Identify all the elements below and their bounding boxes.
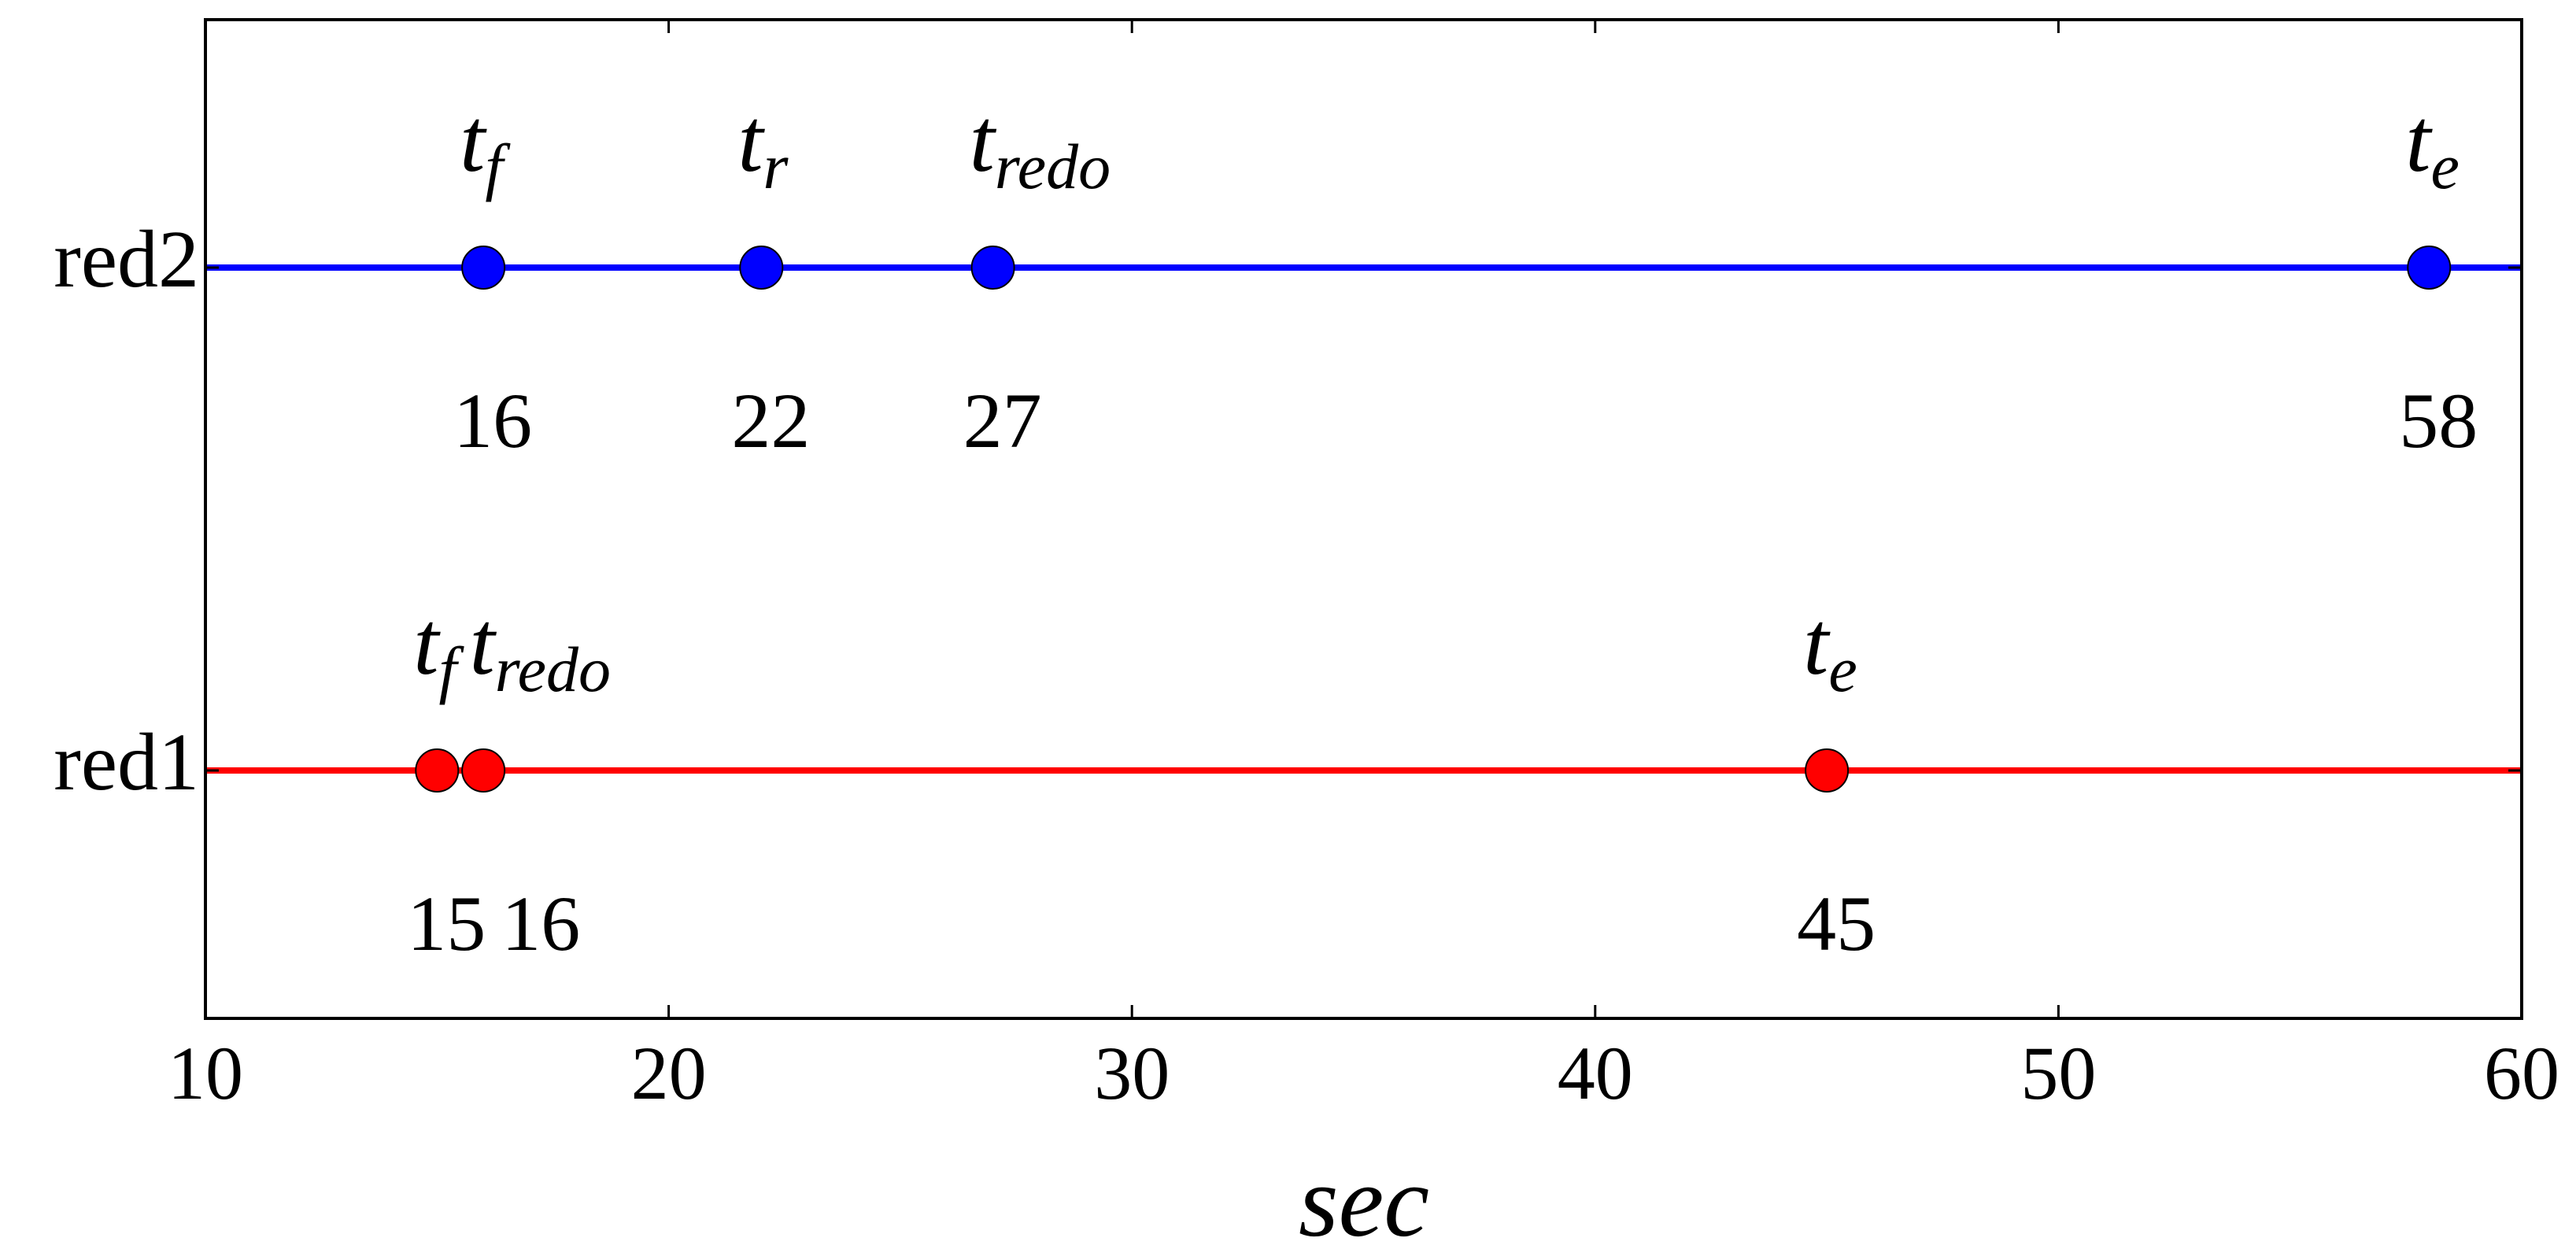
- event-label: te: [1803, 593, 1857, 705]
- event-label-main: t: [470, 593, 497, 694]
- event-label-sub: f: [439, 634, 465, 705]
- x-tick-label: 10: [168, 1031, 243, 1115]
- event-label-main: t: [737, 91, 765, 191]
- value-label: 45: [1797, 880, 1876, 967]
- event-label: te: [2405, 91, 2460, 202]
- event-label-main: t: [970, 91, 997, 191]
- event-label-main: t: [413, 593, 441, 694]
- event-label: tredo: [970, 91, 1111, 202]
- event-point: [739, 246, 784, 290]
- event-label-main: t: [460, 91, 487, 191]
- event-label-sub: e: [2431, 131, 2460, 202]
- value-label: 15: [407, 880, 486, 967]
- event-point: [415, 748, 460, 793]
- event-point: [2407, 246, 2452, 290]
- event-label-main: t: [1803, 593, 1831, 694]
- event-label-sub: f: [485, 131, 511, 202]
- event-label-sub: redo: [495, 634, 611, 705]
- event-label: tr: [737, 91, 789, 202]
- event-label-sub: e: [1828, 634, 1857, 705]
- x-tick-label: 50: [2020, 1031, 2096, 1115]
- x-tick-label: 30: [1094, 1031, 1170, 1115]
- event-point: [1805, 748, 1850, 793]
- x-tick-label: 40: [1558, 1031, 1633, 1115]
- row-label: red1: [54, 717, 199, 807]
- value-label: 16: [453, 377, 532, 464]
- event-label-sub: redo: [995, 131, 1111, 202]
- value-label: 22: [731, 377, 810, 464]
- plot-frame: [204, 18, 2523, 1020]
- event-point: [461, 246, 506, 290]
- event-label-main: t: [2405, 91, 2433, 191]
- row-label: red2: [54, 214, 199, 305]
- x-tick-label: 20: [631, 1031, 707, 1115]
- event-point: [970, 246, 1015, 290]
- x-tick-label: 60: [2484, 1031, 2559, 1115]
- event-label: tf: [413, 593, 464, 705]
- value-label: 27: [963, 377, 1042, 464]
- event-label: tf: [460, 91, 511, 202]
- event-point: [461, 748, 506, 793]
- value-label: 16: [501, 880, 580, 967]
- value-label: 58: [2399, 377, 2478, 464]
- event-label-sub: r: [763, 131, 789, 202]
- x-axis-label: sec: [1299, 1145, 1429, 1258]
- event-label: tredo: [470, 593, 612, 705]
